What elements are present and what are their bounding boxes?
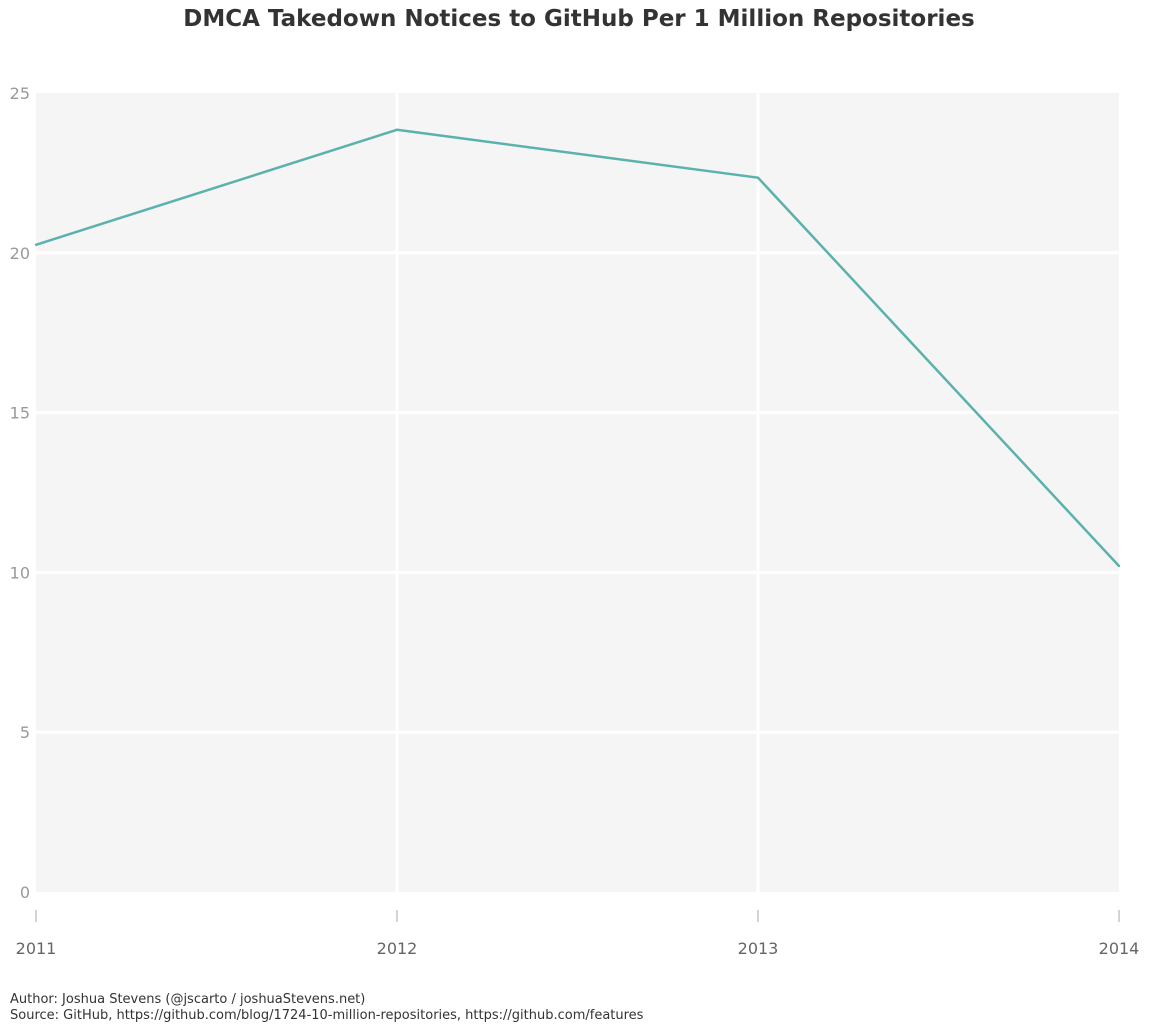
x-tick-label: 2012 xyxy=(377,939,418,958)
plot-background xyxy=(36,93,1119,892)
data-point xyxy=(34,243,38,247)
x-axis-ticks: 2011 2012 2013 2014 xyxy=(16,910,1140,958)
x-tick-label: 2014 xyxy=(1099,939,1140,958)
y-tick-label: 20 xyxy=(10,244,30,263)
x-tick-label: 2013 xyxy=(738,939,779,958)
series-line xyxy=(35,128,1120,567)
y-axis-ticks: 0 5 10 15 20 25 xyxy=(10,84,30,902)
line-chart: 0 5 10 15 20 25 2011 2012 2013 2014 xyxy=(10,84,1140,958)
y-tick-label: 25 xyxy=(10,84,30,103)
grid-lines xyxy=(36,93,1119,892)
author-credit: Author: Joshua Stevens (@jscarto / joshu… xyxy=(10,992,366,1007)
y-tick-label: 10 xyxy=(10,563,30,582)
data-point xyxy=(395,128,399,131)
y-tick-label: 15 xyxy=(10,404,30,423)
data-point xyxy=(1117,564,1121,568)
data-point xyxy=(756,176,760,179)
series-lines xyxy=(34,128,1121,568)
source-credit: Source: GitHub, https://github.com/blog/… xyxy=(10,1008,644,1023)
x-tick-label: 2011 xyxy=(16,939,57,958)
y-tick-label: 5 xyxy=(20,723,30,742)
chart-title: DMCA Takedown Notices to GitHub Per 1 Mi… xyxy=(183,6,975,32)
y-tick-label: 0 xyxy=(20,883,30,902)
